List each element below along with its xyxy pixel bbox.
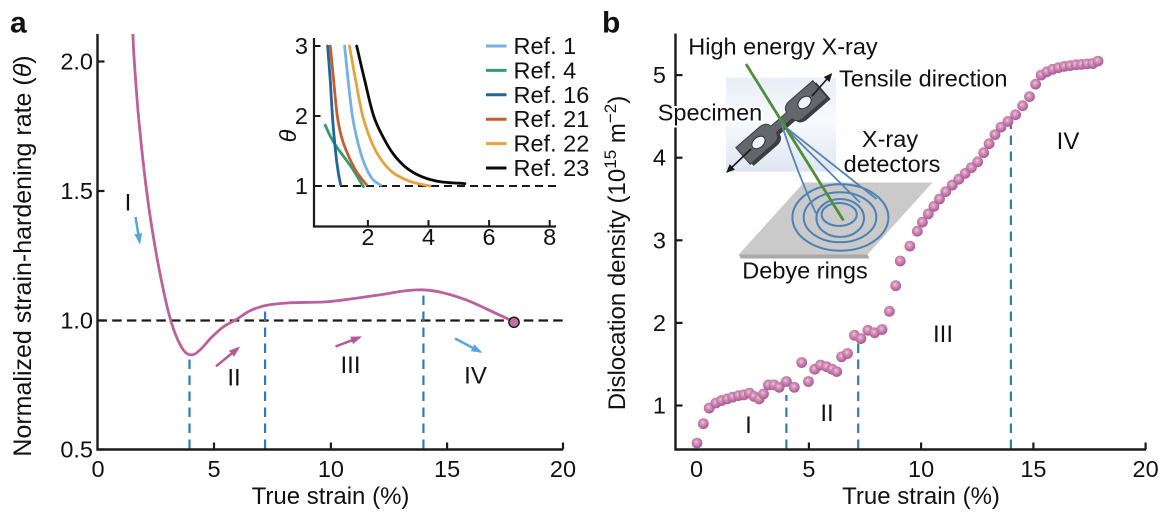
svg-text:0: 0 [91,456,104,482]
svg-text:I: I [125,190,132,217]
svg-text:Specimen: Specimen [658,100,763,126]
svg-text:Ref. 22: Ref. 22 [514,131,590,157]
svg-text:III: III [340,352,360,379]
svg-text:10: 10 [908,456,934,482]
svg-text:0: 0 [690,456,703,482]
svg-text:High energy X-ray: High energy X-ray [688,34,878,60]
svg-text:6: 6 [483,224,496,250]
svg-text:a: a [10,7,27,40]
svg-text:20: 20 [550,456,576,482]
svg-text:X-ray: X-ray [862,126,918,152]
svg-text:IV: IV [464,363,487,390]
svg-text:III: III [933,321,953,348]
svg-text:1: 1 [653,393,666,419]
svg-text:II: II [820,400,833,427]
svg-text:True strain (%): True strain (%) [252,483,410,510]
svg-text:Ref. 1: Ref. 1 [514,33,577,59]
svg-text:2.0: 2.0 [60,49,93,75]
svg-text:0.5: 0.5 [60,437,93,463]
svg-text:Dislocation density (1015 m−2): Dislocation density (1015 m−2) [601,96,631,410]
svg-text:b: b [602,7,620,40]
svg-text:Ref. 21: Ref. 21 [514,106,590,132]
svg-text:1.5: 1.5 [60,178,93,204]
svg-text:Ref. 23: Ref. 23 [514,155,590,181]
svg-text:15: 15 [1020,456,1046,482]
svg-text:IV: IV [1057,128,1080,155]
svg-text:2: 2 [295,103,308,129]
svg-text:2: 2 [361,224,374,250]
svg-text:Normalized strain-hardening ra: Normalized strain-hardening rate (θ) [9,55,37,456]
svg-text:3: 3 [653,227,666,253]
svg-text:Ref. 16: Ref. 16 [514,82,590,108]
svg-text:10: 10 [318,456,344,482]
svg-text:detectors: detectors [844,151,941,177]
svg-text:5: 5 [653,62,666,88]
svg-text:8: 8 [543,224,556,250]
svg-text:15: 15 [434,456,460,482]
svg-text:3: 3 [295,33,308,59]
svg-text:Ref. 4: Ref. 4 [514,57,577,83]
svg-text:Tensile direction: Tensile direction [839,66,1008,92]
svg-text:4: 4 [422,224,435,250]
svg-text:1.0: 1.0 [60,308,93,334]
svg-text:5: 5 [802,456,815,482]
svg-text:2: 2 [653,310,666,336]
svg-text:5: 5 [207,456,220,482]
svg-text:4: 4 [653,145,666,171]
svg-text:1: 1 [295,173,308,199]
svg-text:True strain (%): True strain (%) [842,483,1000,510]
svg-text:Debye rings: Debye rings [742,258,867,284]
svg-text:I: I [745,412,752,439]
svg-text:II: II [227,365,240,392]
svg-text:θ: θ [275,129,301,142]
svg-text:20: 20 [1133,456,1159,482]
